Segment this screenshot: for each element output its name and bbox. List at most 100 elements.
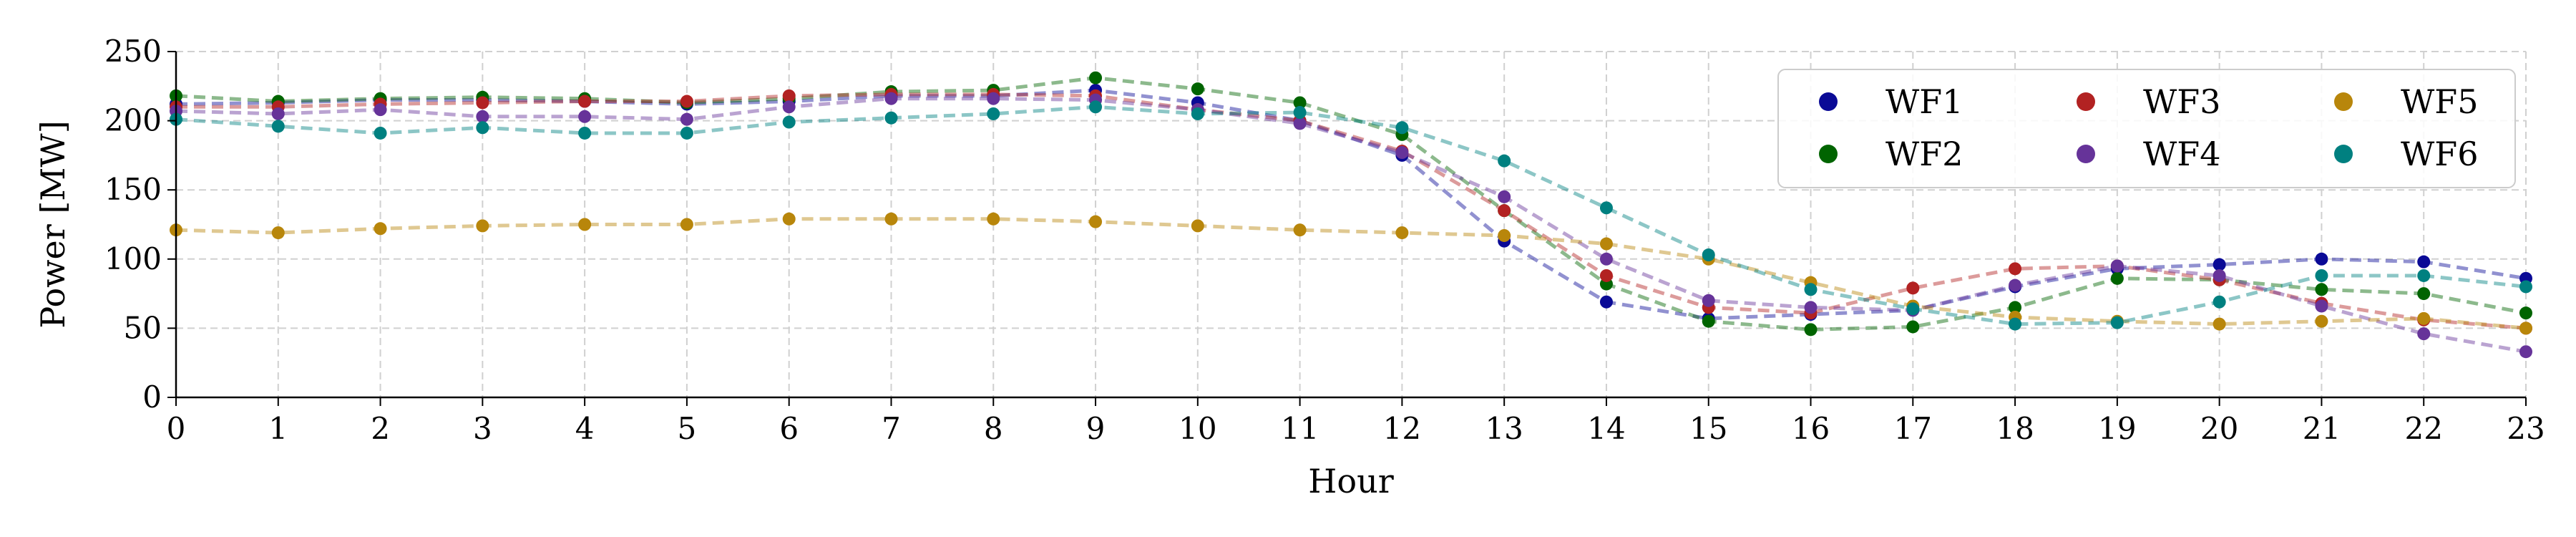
data-point [1293, 96, 1307, 110]
data-point [1804, 323, 1818, 337]
x-tick-label: 15 [1689, 411, 1727, 446]
data-point [2315, 299, 2328, 313]
data-point [1906, 320, 1920, 334]
series-line [176, 92, 2527, 330]
data-point [2315, 283, 2328, 296]
legend-label: WF6 [2401, 135, 2478, 173]
data-point [1293, 106, 1307, 120]
data-point [1599, 295, 1613, 309]
x-tick-label: 19 [2098, 411, 2136, 446]
data-point [2417, 268, 2431, 282]
data-point [2110, 271, 2124, 285]
data-point [1191, 219, 1204, 233]
data-point [1498, 228, 1511, 242]
data-point [782, 115, 796, 129]
data-point [2417, 287, 2431, 301]
data-point [2009, 262, 2022, 276]
x-tick-label: 14 [1587, 411, 1625, 446]
data-point [782, 100, 796, 114]
data-point [476, 96, 489, 110]
data-point [987, 107, 1000, 120]
legend-label: WF3 [2143, 82, 2220, 121]
data-point [2519, 321, 2532, 335]
x-tick-label: 4 [575, 411, 595, 446]
data-point [1702, 248, 1715, 262]
x-tick-label: 6 [779, 411, 799, 446]
data-point [1498, 190, 1511, 203]
data-point [374, 103, 387, 117]
legend-marker [1819, 92, 1838, 111]
data-point [1599, 252, 1613, 266]
axes [175, 52, 2526, 399]
x-tick-label: 9 [1086, 411, 1106, 446]
data-point [271, 120, 285, 133]
data-point [680, 112, 693, 126]
legend-marker [2334, 145, 2353, 163]
data-point [271, 107, 285, 120]
series-line [175, 76, 2527, 332]
legend-label: WF2 [1885, 135, 1963, 173]
x-tick-label: 17 [1894, 411, 1932, 446]
data-point [2009, 317, 2022, 331]
data-point [1804, 301, 1818, 314]
data-point [1293, 223, 1307, 237]
data-point [578, 95, 592, 108]
data-point [2417, 311, 2431, 325]
data-point [2315, 252, 2328, 266]
data-point [1906, 302, 1920, 316]
data-point [2417, 255, 2431, 268]
data-point [1089, 100, 1103, 114]
x-tick-label: 12 [1383, 411, 1421, 446]
data-point [476, 121, 489, 135]
data-point [2009, 279, 2022, 292]
x-tick-label: 10 [1179, 411, 1216, 446]
data-point [2009, 301, 2022, 314]
series-line [175, 105, 2527, 326]
data-point [1599, 268, 1613, 282]
data-point [2315, 268, 2328, 282]
x-tick-label: 2 [371, 411, 390, 446]
series-wf5 [170, 212, 2532, 335]
x-tick-label: 23 [2507, 411, 2545, 446]
data-point [680, 126, 693, 140]
data-point [2110, 259, 2124, 273]
data-point [1395, 121, 1409, 135]
series-wf6 [170, 100, 2532, 331]
x-tick-label: 1 [268, 411, 288, 446]
x-tick-label: 7 [882, 411, 901, 446]
legend-marker [2077, 92, 2095, 111]
data-point [2417, 327, 2431, 341]
legend-marker [2334, 92, 2353, 111]
data-point [1804, 283, 1818, 296]
data-point [1498, 204, 1511, 218]
data-point [1906, 281, 1920, 295]
y-tick-label: 250 [104, 34, 162, 69]
legend-label: WF4 [2143, 135, 2220, 173]
y-tick-label: 100 [104, 241, 162, 276]
x-tick-label: 21 [2303, 411, 2341, 446]
data-point [1702, 294, 1715, 307]
data-point [1498, 154, 1511, 168]
data-point [1293, 117, 1307, 130]
x-tick-label: 0 [167, 411, 186, 446]
data-point [2315, 314, 2328, 328]
x-tick-label: 18 [1996, 411, 2034, 446]
data-point [987, 212, 1000, 226]
y-tick-label: 150 [104, 172, 162, 207]
legend-item-wf6: WF6 [2334, 135, 2478, 173]
y-tick-label: 50 [124, 310, 162, 345]
data-point [782, 89, 796, 102]
legend-item-wf5: WF5 [2334, 82, 2478, 121]
legend-label: WF1 [1885, 82, 1963, 121]
legend-item-wf3: WF3 [2077, 82, 2220, 121]
data-point [578, 218, 592, 231]
data-point [476, 110, 489, 123]
data-point [2212, 295, 2226, 309]
legend-item-wf4: WF4 [2077, 135, 2220, 173]
data-point [2212, 317, 2226, 331]
y-tick-label: 200 [104, 103, 162, 138]
legend-marker [2077, 145, 2095, 163]
data-point [374, 222, 387, 236]
data-point [1599, 237, 1613, 251]
